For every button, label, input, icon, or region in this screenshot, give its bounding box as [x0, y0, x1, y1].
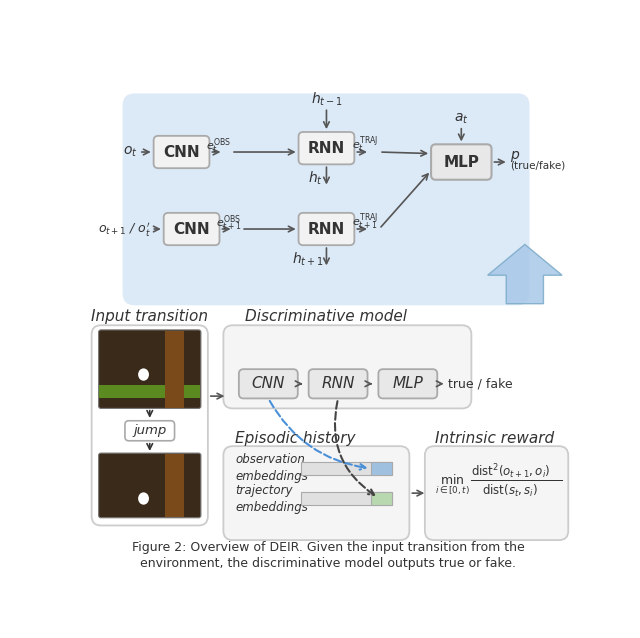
Text: Intrinsic reward: Intrinsic reward	[435, 431, 554, 446]
FancyBboxPatch shape	[125, 420, 175, 441]
FancyBboxPatch shape	[223, 446, 410, 540]
Ellipse shape	[138, 368, 149, 381]
Text: CNN: CNN	[173, 221, 210, 237]
FancyBboxPatch shape	[223, 325, 472, 408]
Ellipse shape	[138, 493, 149, 505]
FancyBboxPatch shape	[239, 369, 298, 398]
Text: CNN: CNN	[163, 145, 200, 160]
Text: $e_t^{\rm TRAJ}$: $e_t^{\rm TRAJ}$	[352, 135, 378, 156]
Text: jump: jump	[133, 424, 166, 437]
Text: $\mathrm{dist}(s_t, s_i)$: $\mathrm{dist}(s_t, s_i)$	[482, 483, 538, 499]
Text: $h_t$: $h_t$	[308, 170, 323, 187]
Text: $o_{t+1}$ / $o_t'$: $o_{t+1}$ / $o_t'$	[99, 220, 152, 238]
FancyBboxPatch shape	[378, 369, 437, 398]
Bar	[472, 480, 563, 481]
Text: $h_{t-1}$: $h_{t-1}$	[310, 91, 342, 108]
FancyBboxPatch shape	[154, 136, 209, 168]
FancyBboxPatch shape	[298, 132, 355, 165]
Text: RNN: RNN	[308, 221, 345, 237]
Text: RNN: RNN	[321, 376, 355, 391]
FancyBboxPatch shape	[92, 325, 208, 526]
Text: Discriminative model: Discriminative model	[246, 309, 408, 324]
Text: MLP: MLP	[392, 376, 423, 391]
Text: true / fake: true / fake	[448, 377, 513, 390]
Polygon shape	[488, 244, 562, 304]
Text: $p$: $p$	[510, 149, 520, 164]
FancyBboxPatch shape	[308, 369, 367, 398]
Text: $e_{t+1}^{\rm OBS}$: $e_{t+1}^{\rm OBS}$	[216, 213, 242, 233]
Bar	[165, 454, 184, 517]
Text: (true/fake): (true/fake)	[510, 161, 565, 171]
FancyBboxPatch shape	[298, 213, 355, 245]
FancyBboxPatch shape	[431, 144, 492, 180]
Text: $e_t^{\rm OBS}$: $e_t^{\rm OBS}$	[206, 136, 232, 156]
Text: RNN: RNN	[308, 140, 345, 156]
Text: $e_{t+1}^{\rm TRAJ}$: $e_{t+1}^{\rm TRAJ}$	[352, 212, 378, 232]
Text: CNN: CNN	[252, 376, 285, 391]
Bar	[165, 330, 184, 408]
Text: Episodic history: Episodic history	[236, 431, 356, 446]
Text: $o_t$: $o_t$	[123, 145, 138, 160]
Bar	[99, 385, 200, 398]
Text: $\underset{i \in [0,t)}{\min}$: $\underset{i \in [0,t)}{\min}$	[435, 472, 470, 497]
Bar	[301, 461, 392, 475]
Text: Figure 2: Overview of DEIR. Given the input transition from the
environment, the: Figure 2: Overview of DEIR. Given the in…	[132, 542, 524, 570]
Bar	[371, 461, 392, 475]
Text: MLP: MLP	[444, 154, 479, 170]
Bar	[301, 492, 392, 505]
FancyBboxPatch shape	[123, 94, 529, 305]
Text: Input transition: Input transition	[92, 309, 208, 324]
FancyBboxPatch shape	[99, 453, 201, 518]
Text: $\mathrm{dist}^2(o_{t+1}, o_i)$: $\mathrm{dist}^2(o_{t+1}, o_i)$	[472, 462, 550, 481]
Text: $h_{t+1}$: $h_{t+1}$	[292, 250, 323, 268]
FancyBboxPatch shape	[99, 330, 201, 408]
Text: trajectory
embeddings: trajectory embeddings	[235, 484, 308, 514]
FancyBboxPatch shape	[164, 213, 220, 245]
Text: $a_t$: $a_t$	[454, 112, 468, 126]
FancyBboxPatch shape	[425, 446, 568, 540]
Bar	[371, 492, 392, 505]
Text: observation
embeddings: observation embeddings	[235, 454, 308, 484]
